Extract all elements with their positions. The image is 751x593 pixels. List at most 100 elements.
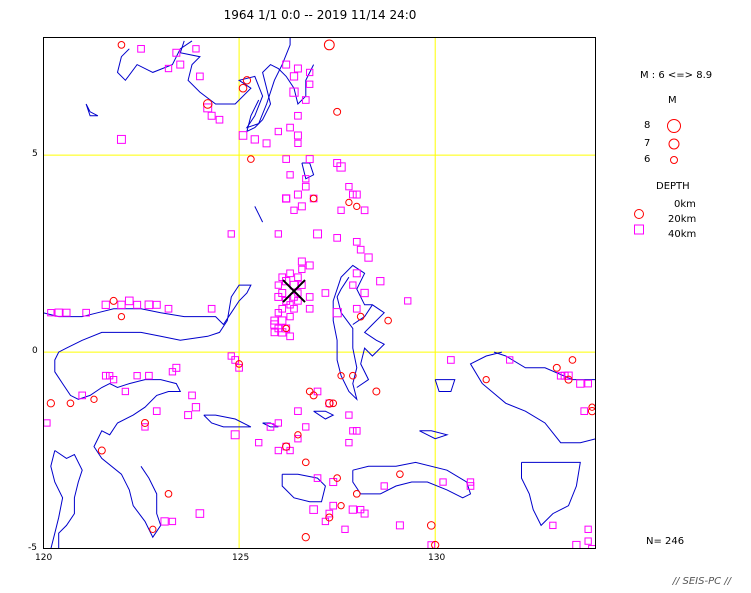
event-deep <box>293 131 302 140</box>
event-deep <box>349 427 357 435</box>
coastline <box>85 103 99 117</box>
magnitude-7-circle <box>668 138 680 150</box>
event-deep <box>439 478 447 486</box>
event-shallow <box>325 398 334 408</box>
event-deep <box>137 44 145 53</box>
y-tick-label: 0 <box>32 346 38 356</box>
event-deep <box>172 363 181 372</box>
event-deep <box>301 96 310 104</box>
depth-legend-0km: 0km <box>674 199 696 210</box>
event-deep <box>164 304 173 313</box>
depth-legend-title: DEPTH <box>656 181 690 192</box>
event-deep <box>294 407 302 415</box>
event-deep <box>101 300 110 309</box>
main-shock-x-stroke <box>282 279 306 303</box>
event-shallow <box>66 399 75 408</box>
event-shallow <box>242 76 252 85</box>
event-shallow <box>235 360 243 368</box>
event-deep <box>121 387 130 396</box>
event-deep <box>321 289 330 297</box>
event-deep <box>360 206 369 215</box>
event-shallow <box>305 387 314 396</box>
event-deep <box>274 292 283 301</box>
event-deep <box>580 407 589 415</box>
event-shallow <box>333 474 341 482</box>
event-shallow <box>552 363 561 372</box>
event-deep <box>152 407 161 415</box>
event-deep <box>282 155 290 163</box>
event-shallow <box>349 371 357 380</box>
event-deep <box>337 206 345 214</box>
event-deep <box>306 68 314 77</box>
event-shallow <box>282 442 291 451</box>
event-deep <box>238 131 248 140</box>
event-shallow <box>372 387 381 396</box>
magnitude-range-label: M : 6 <=> 8.9 <box>640 70 713 81</box>
event-deep <box>227 230 235 238</box>
event-deep <box>270 320 279 329</box>
event-deep <box>333 234 341 242</box>
event-deep <box>349 281 357 289</box>
event-deep <box>294 435 302 443</box>
coastline <box>469 351 596 444</box>
epicenter-map <box>43 37 596 549</box>
event-deep <box>133 300 142 309</box>
event-deep <box>274 127 282 136</box>
coastline <box>43 284 252 539</box>
event-deep <box>294 297 302 305</box>
event-shallow <box>202 99 213 109</box>
event-deep <box>124 296 134 306</box>
event-deep <box>309 505 318 514</box>
event-deep <box>297 202 306 211</box>
event-shallow <box>46 399 55 408</box>
event-deep <box>572 540 581 549</box>
event-deep <box>345 439 353 447</box>
event-deep <box>305 261 314 270</box>
event-deep <box>286 171 294 179</box>
event-deep <box>549 521 557 530</box>
event-deep <box>352 190 361 199</box>
credit-label: // SEIS-PC // <box>672 576 731 587</box>
event-count: N= 246 <box>646 536 685 547</box>
event-shallow <box>337 502 345 510</box>
event-deep <box>506 356 514 364</box>
event-deep <box>144 300 154 310</box>
coastline <box>301 162 315 180</box>
event-deep <box>235 364 243 372</box>
event-deep <box>325 509 334 518</box>
coastline <box>493 351 596 381</box>
event-deep <box>289 87 299 97</box>
event-deep <box>329 478 338 487</box>
event-deep <box>164 64 173 73</box>
event-deep <box>294 273 302 282</box>
event-deep <box>47 309 55 317</box>
event-deep <box>352 304 361 313</box>
event-deep <box>345 183 353 191</box>
event-deep <box>341 525 349 533</box>
x-tick-label: 120 <box>35 553 53 563</box>
event-deep <box>274 230 282 238</box>
event-deep <box>360 288 369 298</box>
event-shallow <box>90 395 98 403</box>
event-deep <box>302 423 310 431</box>
event-deep <box>294 111 302 120</box>
event-deep <box>313 474 322 482</box>
event-shallow <box>309 391 318 400</box>
event-shallow <box>356 312 365 321</box>
event-shallow <box>149 525 157 533</box>
y-tick-label: 5 <box>32 149 38 159</box>
map-title: 1964 1/1 0:0 -- 2019 11/14 24:0 <box>223 8 417 22</box>
event-deep <box>160 517 169 526</box>
event-deep <box>54 308 63 317</box>
coastline <box>434 379 456 392</box>
event-deep <box>215 115 224 124</box>
coastline <box>419 430 449 440</box>
event-deep <box>348 505 357 514</box>
x-tick-label: 130 <box>428 553 446 563</box>
event-deep <box>293 64 302 73</box>
map-border <box>43 37 596 549</box>
event-deep <box>116 134 126 144</box>
event-deep <box>262 139 271 148</box>
event-deep <box>576 379 585 388</box>
coastline <box>179 37 291 129</box>
